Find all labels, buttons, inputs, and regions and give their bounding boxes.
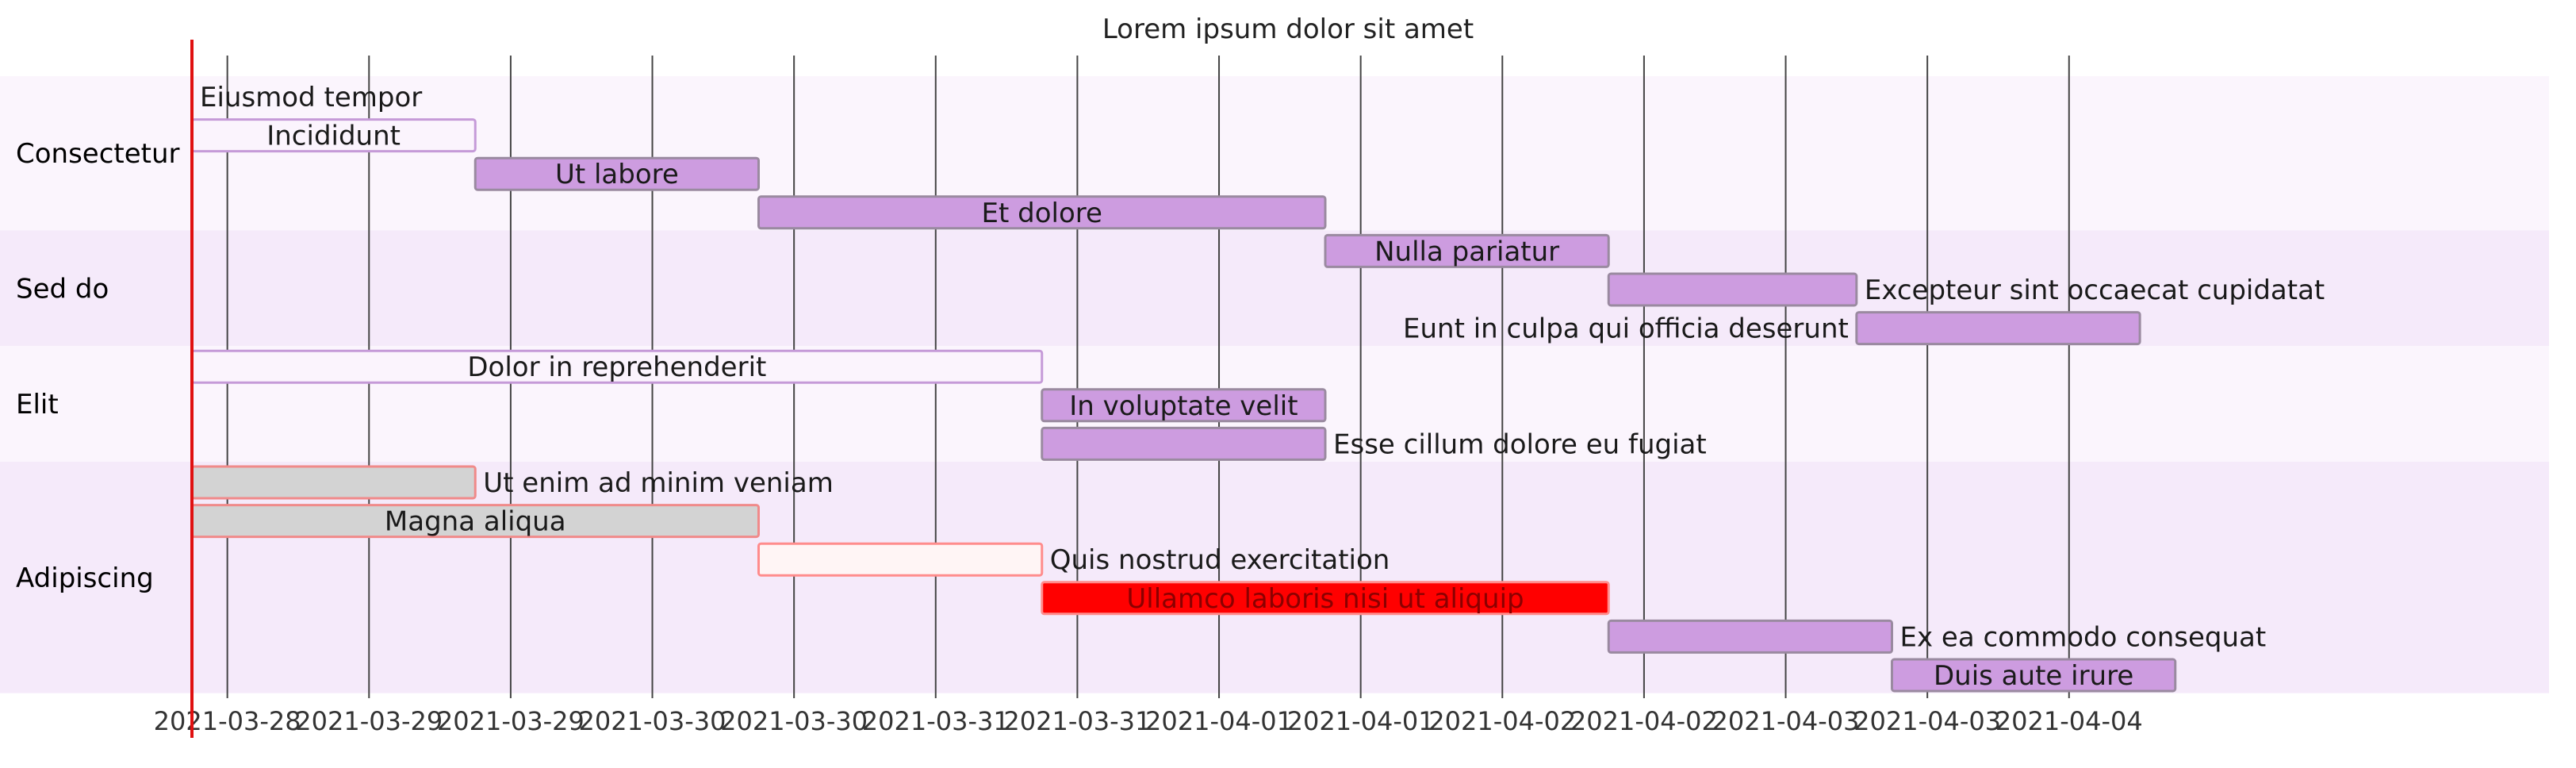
x-tick-label: 2021-04-02	[1428, 706, 1576, 736]
x-tick-label: 2021-04-01	[1287, 706, 1435, 736]
task-label: In voluptate velit	[1069, 390, 1298, 422]
section-labels: Consectetur Sed do Elit Adipiscing	[16, 138, 180, 594]
chart-title: Lorem ipsum dolor sit amet	[1102, 13, 1474, 45]
task-bar	[1041, 581, 1610, 616]
task-label: Ullamco laboris nisi ut aliquip	[1126, 583, 1524, 615]
task-label: Magna aliqua	[385, 506, 566, 538]
x-tick-label: 2021-03-31	[862, 706, 1010, 736]
x-tick-label: 2021-03-29	[437, 706, 585, 736]
x-tick-label: 2021-03-28	[154, 706, 301, 736]
task-bar	[1855, 311, 2141, 346]
task-label: Ut enim ad minim veniam	[483, 467, 834, 499]
task-bar	[757, 542, 1044, 577]
x-tick-label: 2021-03-29	[295, 706, 443, 736]
task-bar	[190, 465, 477, 500]
task-label: Eunt in culpa qui officia deserunt	[1403, 313, 1849, 345]
task-label: Dolor in reprehenderit	[467, 351, 766, 383]
task-bar	[1607, 619, 1893, 654]
x-axis-ticks: 2021-03-282021-03-292021-03-292021-03-30…	[154, 706, 2143, 736]
task-label: Quis nostrud exercitation	[1050, 544, 1390, 576]
task-bar	[1891, 658, 2177, 693]
task-bar	[473, 156, 760, 191]
section-label: Sed do	[16, 273, 109, 305]
task-bar	[1607, 272, 1858, 307]
task-label: Incididunt	[266, 121, 401, 152]
section-band	[0, 462, 2549, 693]
task-label: Ex ea commodo consequat	[1900, 621, 2267, 653]
task-bar	[1041, 426, 1327, 461]
task-bars: Eiusmod tempor Incididunt Ut labore Et dolo…	[190, 82, 2325, 693]
x-tick-label: 2021-03-30	[579, 706, 726, 736]
task-bar	[757, 195, 1327, 230]
x-tick-label: 2021-04-04	[1995, 706, 2143, 736]
task-label: Esse cillum dolore eu fugiat	[1333, 428, 1707, 460]
task-label: Excepteur sint occaecat cupidatat	[1865, 275, 2325, 306]
section-label: Adipiscing	[16, 563, 154, 594]
section-label: Elit	[16, 389, 59, 420]
task-label: Et dolore	[982, 198, 1102, 229]
task-label: Duis aute irure	[1934, 660, 2133, 692]
x-tick-label: 2021-04-03	[1853, 706, 2001, 736]
x-tick-label: 2021-03-30	[720, 706, 868, 736]
task-label: Nulla pariatur	[1374, 236, 1559, 267]
x-tick-label: 2021-04-02	[1570, 706, 1718, 736]
task-bar	[1324, 233, 1610, 268]
task-bar	[1041, 388, 1327, 423]
task-label: Eiusmod tempor	[200, 82, 422, 113]
x-tick-label: 2021-04-01	[1145, 706, 1293, 736]
x-tick-label: 2021-04-03	[1712, 706, 1860, 736]
task-label: Ut labore	[555, 159, 679, 190]
section-label: Consectetur	[16, 138, 180, 170]
section-bands	[0, 76, 2549, 693]
x-tick-label: 2021-03-31	[1003, 706, 1151, 736]
